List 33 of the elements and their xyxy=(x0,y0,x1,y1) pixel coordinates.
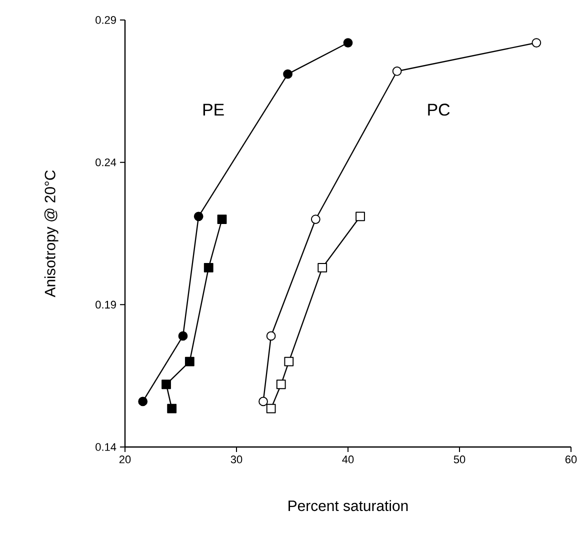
y-tick-label: 0.14 xyxy=(96,443,116,451)
y-tick-label: 0.19 xyxy=(96,300,116,309)
point xyxy=(162,380,171,390)
point xyxy=(392,66,402,76)
point xyxy=(310,214,320,224)
point xyxy=(356,212,365,222)
x-tick-label: 30 xyxy=(230,456,242,464)
x-axis-title: Percent saturation xyxy=(288,500,408,512)
y-axis-title: Anisotropy @ 20°C xyxy=(44,170,58,298)
y-tick-label: 0.24 xyxy=(96,158,116,166)
point xyxy=(178,331,188,341)
point xyxy=(204,262,214,272)
point xyxy=(266,331,276,341)
point xyxy=(167,404,177,414)
point xyxy=(266,404,276,414)
y-tick-label: 0.29 xyxy=(96,16,116,24)
point xyxy=(283,69,292,79)
point xyxy=(318,262,328,272)
x-tick-label: 40 xyxy=(342,456,354,464)
point xyxy=(194,212,204,222)
point xyxy=(184,356,194,366)
x-tick-label: 60 xyxy=(565,456,577,464)
point xyxy=(276,380,286,390)
point xyxy=(284,356,294,366)
x-tick-label: 50 xyxy=(454,456,466,464)
point xyxy=(217,214,227,224)
annotation: PC xyxy=(428,104,450,116)
point xyxy=(532,38,542,48)
x-tick-label: 20 xyxy=(119,456,131,464)
point xyxy=(343,38,353,48)
point xyxy=(258,396,268,406)
point xyxy=(138,396,148,406)
annotation: PE xyxy=(203,104,224,116)
